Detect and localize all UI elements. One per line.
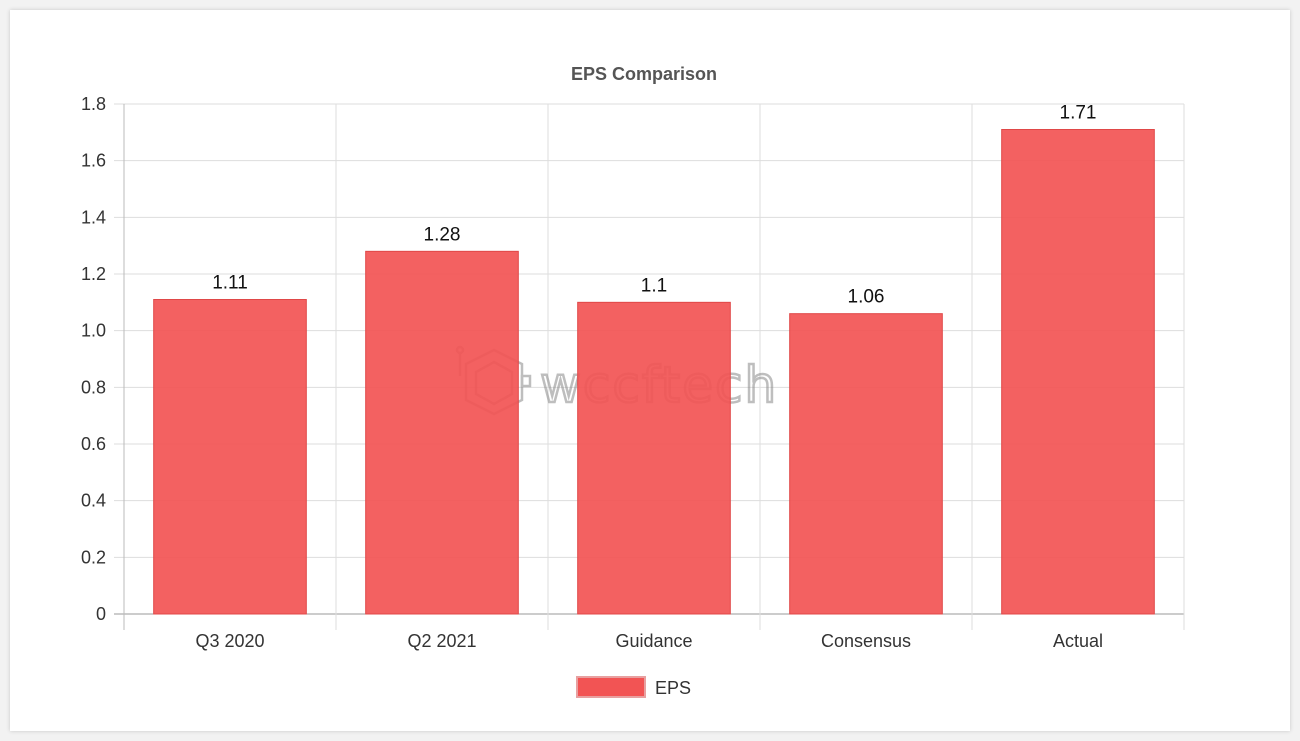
x-tick-label: Q3 2020 <box>195 631 264 651</box>
chart-card: EPS Comparison wccftech 00.20.40.60.81.0… <box>10 10 1290 731</box>
bar-actual[interactable] <box>1002 130 1155 615</box>
x-tick-label: Q2 2021 <box>407 631 476 651</box>
bar-consensus[interactable] <box>790 314 943 614</box>
bars <box>154 130 1155 615</box>
data-label: 1.1 <box>641 275 667 296</box>
y-tick-label: 1.2 <box>81 264 106 284</box>
y-tick-label: 0 <box>96 604 106 624</box>
eps-bar-chart: EPS Comparison wccftech 00.20.40.60.81.0… <box>10 10 1290 731</box>
chart-title: EPS Comparison <box>571 64 717 84</box>
data-label: 1.71 <box>1060 103 1097 124</box>
x-tick-label: Consensus <box>821 631 911 651</box>
y-tick-label: 1.6 <box>81 151 106 171</box>
legend-swatch-eps <box>577 677 645 697</box>
y-tick-label: 0.4 <box>81 491 106 511</box>
x-tick-label: Actual <box>1053 631 1103 651</box>
y-tick-label: 1.4 <box>81 207 106 227</box>
data-label: 1.06 <box>848 287 885 308</box>
legend[interactable]: EPS <box>577 677 691 698</box>
data-label: 1.11 <box>212 273 248 294</box>
x-tick-label: Guidance <box>615 631 692 651</box>
data-labels: 1.11 1.28 1.1 1.06 1.71 <box>212 103 1096 308</box>
y-tick-label: 1.0 <box>81 321 106 341</box>
bar-q2-2021[interactable] <box>366 251 519 614</box>
y-tick-label: 0.6 <box>81 434 106 454</box>
y-tick-label: 0.8 <box>81 377 106 397</box>
y-tick-label: 1.8 <box>81 94 106 114</box>
legend-label-eps: EPS <box>655 678 691 698</box>
y-tick-label: 0.2 <box>81 547 106 567</box>
bar-q3-2020[interactable] <box>154 300 307 615</box>
data-label: 1.28 <box>424 224 461 245</box>
bar-guidance[interactable] <box>578 302 731 614</box>
